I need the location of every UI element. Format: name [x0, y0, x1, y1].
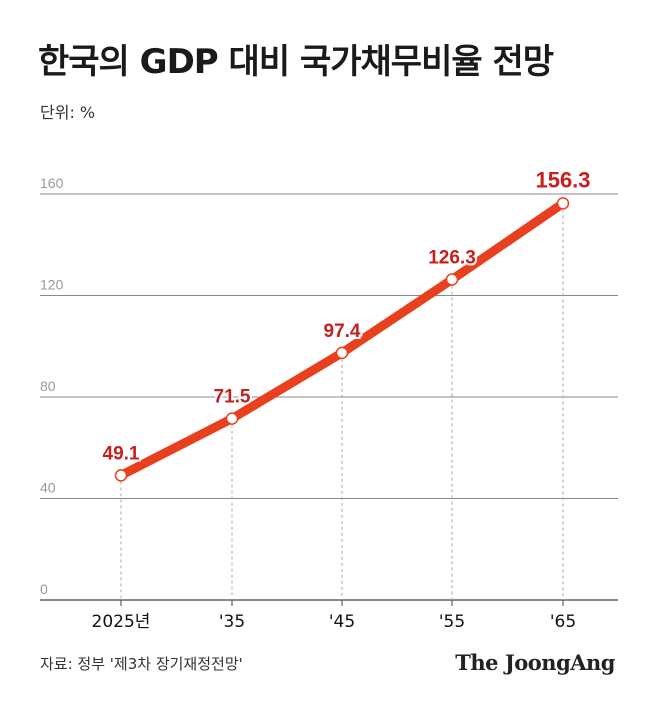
y-tick-label: 40 [40, 480, 56, 496]
data-label: 97.4 [324, 321, 361, 342]
data-label: 49.1 [103, 443, 140, 464]
y-tick-label: 80 [40, 378, 56, 394]
data-point [225, 412, 239, 425]
data-label: 126.3 [428, 248, 476, 269]
y-tick-label: 160 [40, 175, 64, 191]
data-point [335, 346, 349, 360]
data-label: 156.3 [535, 167, 590, 192]
data-point [556, 197, 570, 210]
y-tick-label: 0 [40, 581, 48, 597]
x-tick-label: '65 [550, 612, 576, 632]
brand-logo: The JoongAng [455, 650, 615, 675]
source-note: 자료: 정부 '제3차 장기재정전망' [40, 655, 243, 673]
data-point [114, 469, 128, 482]
x-tick-label: 2025년 [92, 612, 151, 632]
chart-title: 한국의 GDP 대비 국가채무비율 전망 [38, 42, 554, 82]
x-tick-label: '55 [439, 612, 465, 632]
data-label: 71.5 [214, 387, 251, 408]
y-tick-label: 120 [40, 277, 64, 293]
x-tick-label: '45 [329, 612, 355, 632]
unit-label: 단위: % [40, 103, 96, 122]
data-point [445, 273, 459, 286]
x-tick-label: '35 [219, 612, 245, 632]
